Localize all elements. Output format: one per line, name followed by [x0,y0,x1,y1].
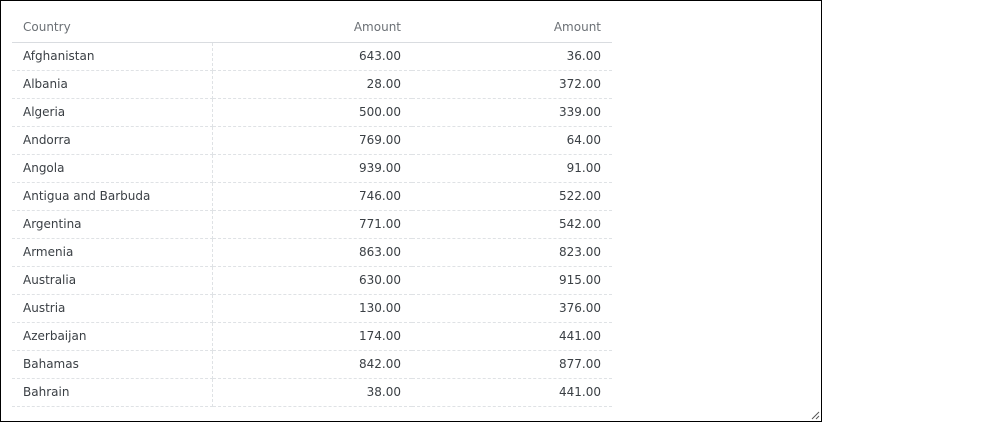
cell-amount-1: 28.00 [212,70,412,99]
data-table: Country Amount Amount Afghanistan 643.00 3… [12,13,612,407]
cell-country: Antigua and Barbuda [12,182,213,211]
table-header-row: Country Amount Amount [12,13,612,43]
cell-amount-1: 771.00 [212,210,412,239]
scroll-container[interactable]: Country Amount Amount Afghanistan 643.00 3… [0,0,822,422]
cell-amount-1: 769.00 [212,126,412,155]
table-row[interactable]: Australia 630.00 915.00 [12,266,612,295]
column-header-amount-2[interactable]: Amount [412,13,612,43]
table-row[interactable]: Afghanistan 643.00 36.00 [12,42,612,71]
cell-amount-1: 130.00 [212,294,412,323]
table-row[interactable]: Azerbaijan 174.00 441.00 [12,322,612,351]
cell-amount-2: 376.00 [412,294,612,323]
table-row[interactable]: Argentina 771.00 542.00 [12,210,612,239]
cell-amount-2: 542.00 [412,210,612,239]
cell-country: Andorra [12,126,213,155]
table-row[interactable]: Algeria 500.00 339.00 [12,98,612,127]
cell-amount-2: 915.00 [412,266,612,295]
cell-amount-1: 630.00 [212,266,412,295]
cell-amount-1: 500.00 [212,98,412,127]
cell-country: Austria [12,294,213,323]
cell-amount-2: 522.00 [412,182,612,211]
cell-country: Azerbaijan [12,322,213,351]
data-table-wrapper: Country Amount Amount Afghanistan 643.00 3… [12,13,612,407]
cell-country: Bahamas [12,350,213,379]
table-row[interactable]: Andorra 769.00 64.00 [12,126,612,155]
cell-country: Australia [12,266,213,295]
table-row[interactable]: Antigua and Barbuda 746.00 522.00 [12,182,612,211]
cell-amount-1: 174.00 [212,322,412,351]
resize-handle-icon[interactable] [811,411,820,420]
cell-amount-1: 746.00 [212,182,412,211]
cell-amount-1: 939.00 [212,154,412,183]
cell-amount-2: 91.00 [412,154,612,183]
cell-amount-2: 372.00 [412,70,612,99]
column-header-amount-1[interactable]: Amount [212,13,412,43]
table-row[interactable]: Austria 130.00 376.00 [12,294,612,323]
cell-amount-1: 643.00 [212,42,412,71]
cell-country: Argentina [12,210,213,239]
cell-amount-2: 36.00 [412,42,612,71]
cell-country: Armenia [12,238,213,267]
cell-country: Bahrain [12,378,213,407]
cell-amount-2: 441.00 [412,378,612,407]
cell-amount-1: 38.00 [212,378,412,407]
table-body: Afghanistan 643.00 36.00 Albania 28.00 372.0… [12,42,612,407]
cell-country: Algeria [12,98,213,127]
table-row[interactable]: Bahrain 38.00 441.00 [12,378,612,407]
cell-amount-2: 877.00 [412,350,612,379]
column-header-country[interactable]: Country [12,13,212,43]
cell-country: Afghanistan [12,42,213,71]
cell-country: Albania [12,70,213,99]
cell-country: Angola [12,154,213,183]
table-row[interactable]: Bahamas 842.00 877.00 [12,350,612,379]
cell-amount-2: 339.00 [412,98,612,127]
cell-amount-1: 842.00 [212,350,412,379]
table-row[interactable]: Angola 939.00 91.00 [12,154,612,183]
cell-amount-2: 823.00 [412,238,612,267]
table-row[interactable]: Armenia 863.00 823.00 [12,238,612,267]
table-row[interactable]: Albania 28.00 372.00 [12,70,612,99]
cell-amount-2: 441.00 [412,322,612,351]
cell-amount-1: 863.00 [212,238,412,267]
cell-amount-2: 64.00 [412,126,612,155]
